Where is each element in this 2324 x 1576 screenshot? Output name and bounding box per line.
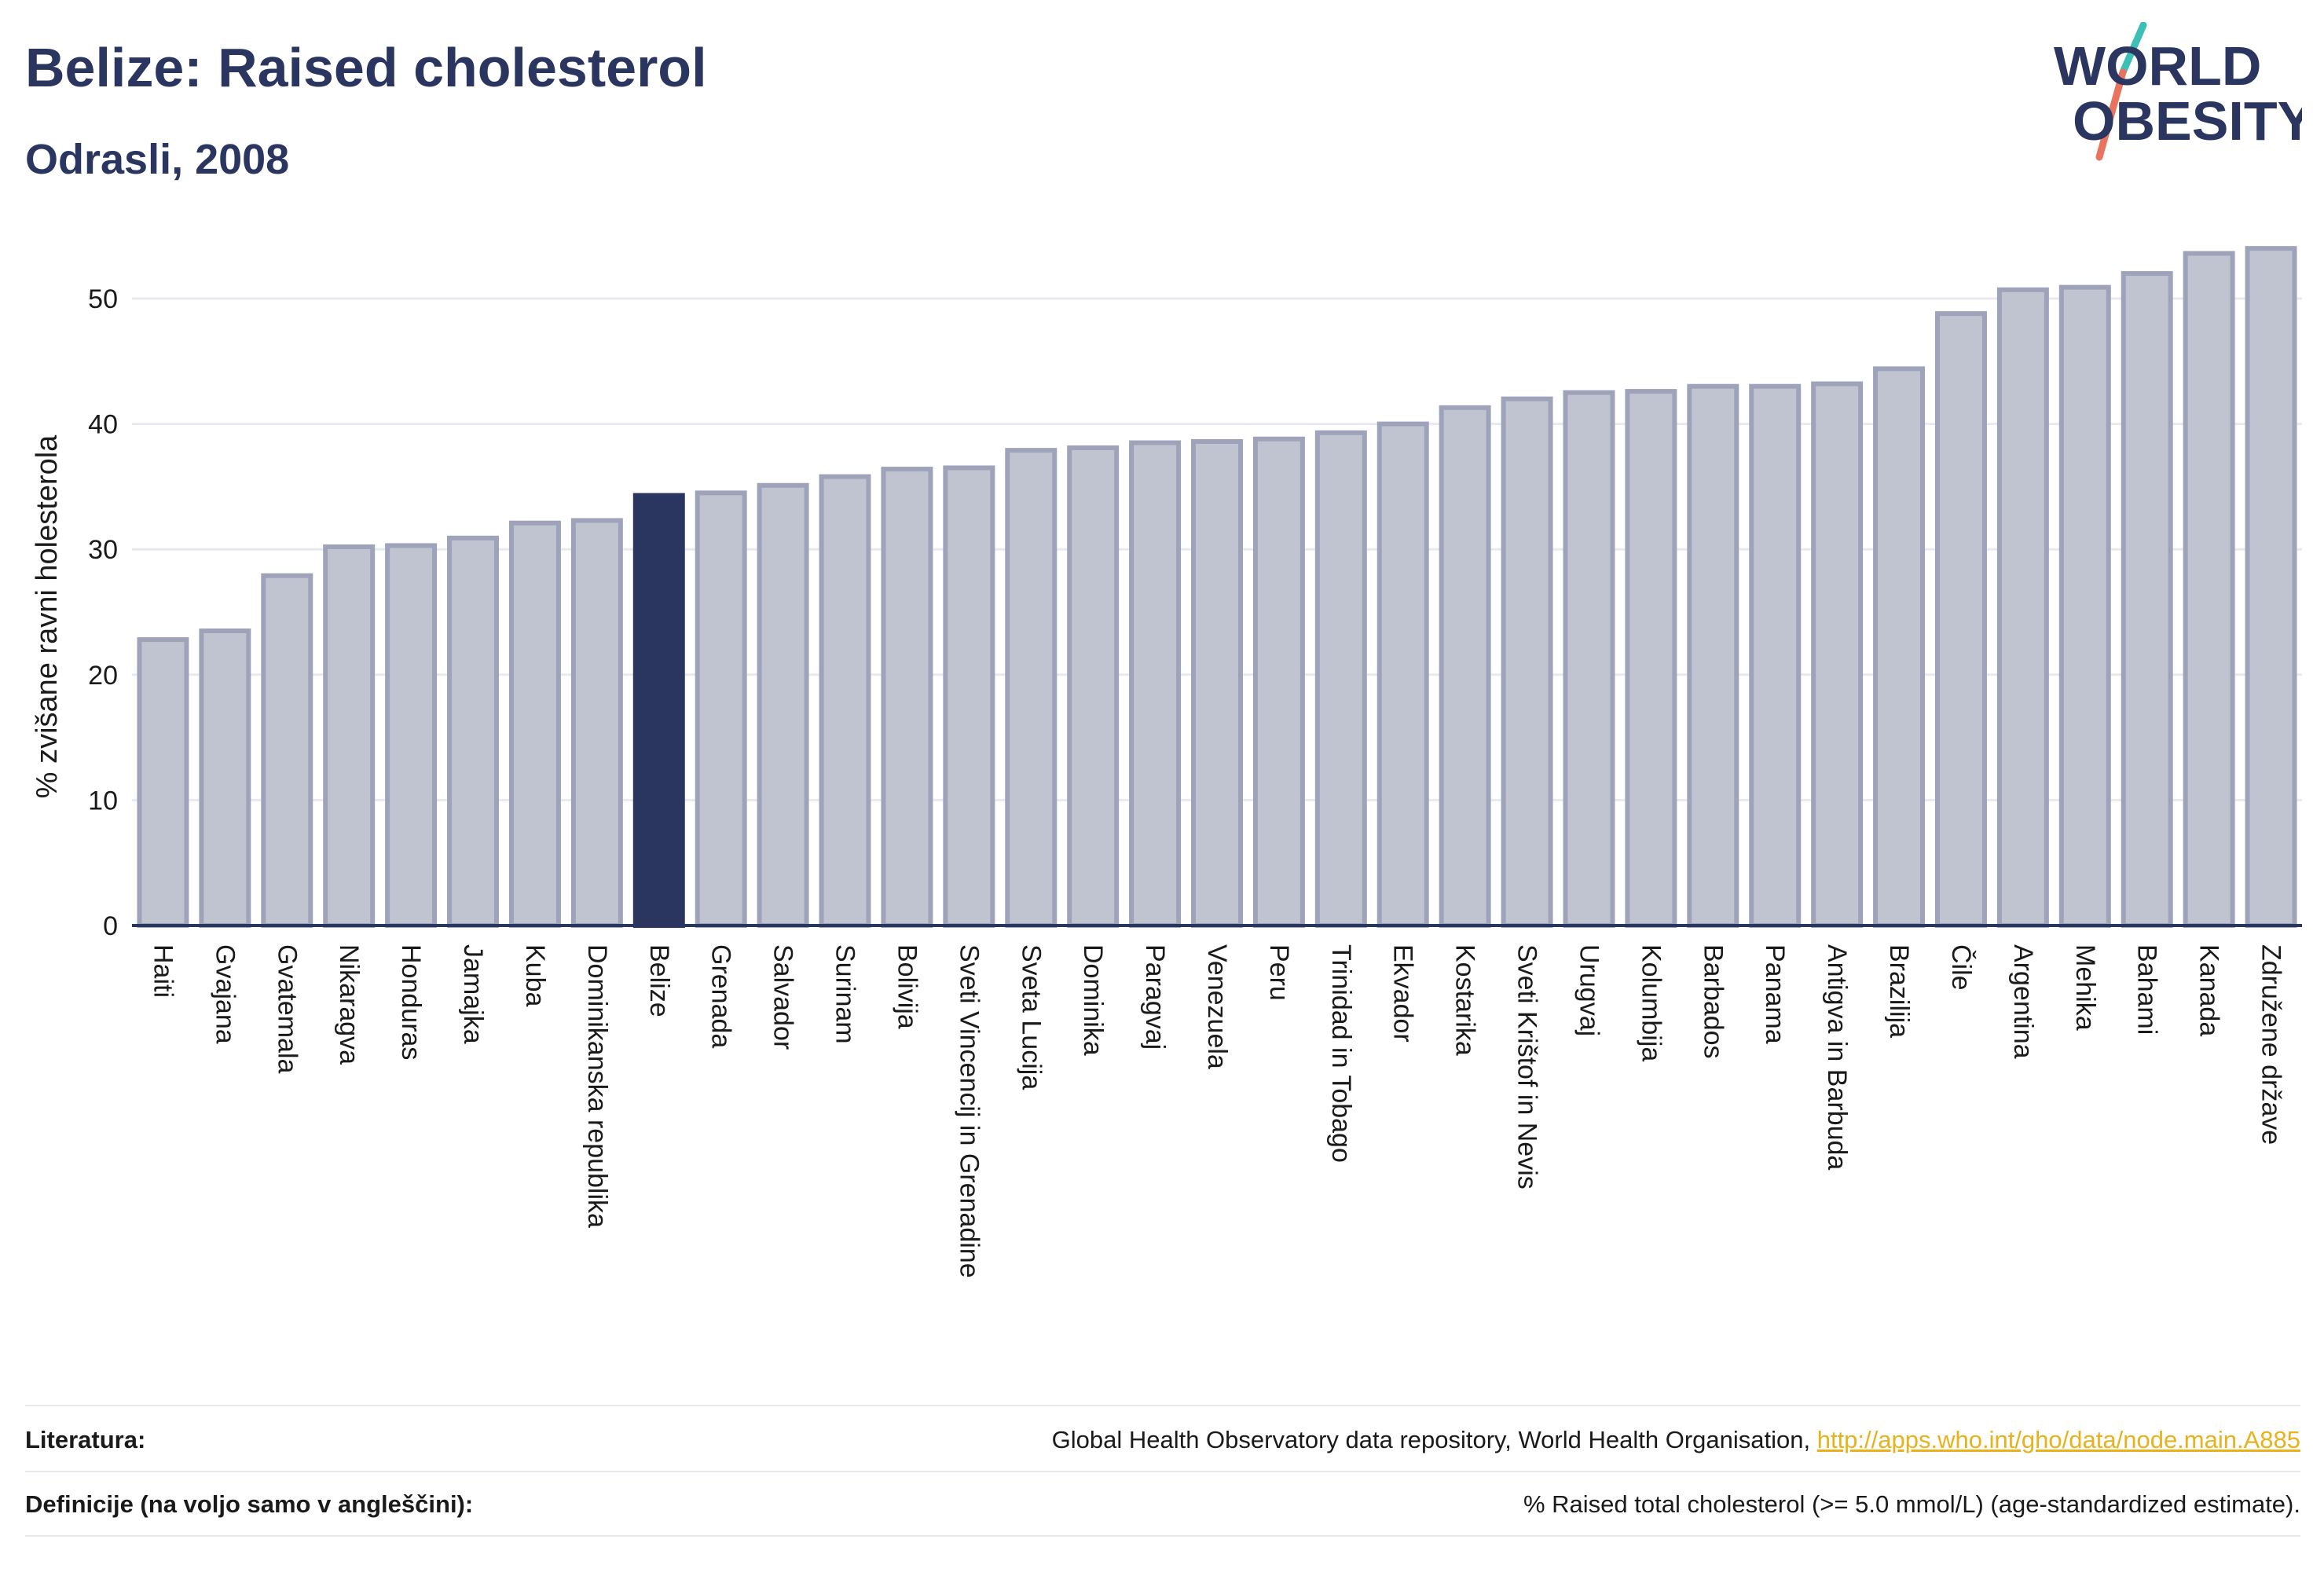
x-tick-label: Belize	[644, 944, 674, 1017]
x-tick-label: Dominikanska republika	[582, 944, 612, 1228]
bar-združene-države	[2245, 246, 2297, 929]
references-label: Literatura:	[25, 1426, 146, 1453]
y-tick-label: 40	[88, 410, 118, 440]
x-tick-label: Haiti	[148, 944, 178, 998]
bar-sveti-krištof-in-nevis	[1501, 396, 1553, 928]
bar-paragvaj	[1129, 440, 1182, 928]
y-tick-label: 0	[103, 911, 118, 941]
bar-mehika	[2058, 284, 2111, 928]
x-tick-label: Antigva in Barbuda	[1822, 944, 1852, 1170]
bar-panama	[1749, 383, 1802, 929]
y-tick-label: 10	[88, 786, 118, 815]
bar-argentina	[1996, 287, 2049, 928]
x-tick-label: Sveta Lucija	[1016, 944, 1046, 1090]
x-tick-label: Jamajka	[458, 944, 488, 1044]
x-tick-label: Trinidad in Tobago	[1326, 944, 1356, 1163]
world-obesity-logo[interactable]: WORLD OBESITY	[2035, 22, 2302, 163]
bar-sveta-lucija	[1005, 448, 1058, 928]
bar-peru	[1252, 436, 1305, 928]
x-tick-label: Bahami	[2132, 944, 2162, 1035]
references-value: Global Health Observatory data repositor…	[1052, 1426, 2300, 1454]
bar-antigva-in-barbuda	[1811, 381, 1864, 928]
y-axis-label: % zvišane ravni holesterola	[31, 434, 64, 798]
x-tick-label: Peru	[1264, 944, 1294, 1001]
bar-bolivija	[881, 467, 933, 928]
chart-title: Belize: Raised cholesterol	[25, 37, 707, 98]
x-tick-label: Honduras	[396, 944, 426, 1060]
y-tick-label: 50	[88, 284, 118, 314]
x-tick-label: Ekvador	[1388, 944, 1418, 1043]
bar-surinam	[819, 474, 871, 928]
bar-kanada	[2183, 251, 2235, 928]
x-tick-label: Argentina	[2008, 944, 2038, 1059]
x-tick-label: Paragvaj	[1140, 944, 1170, 1050]
footer-divider	[25, 1405, 2300, 1406]
x-tick-label: Sveti Krištof in Nevis	[1512, 944, 1542, 1189]
x-tick-label: Kanada	[2194, 944, 2224, 1036]
chart-subtitle: Odrasli, 2008	[25, 136, 290, 183]
bar-urugvaj	[1563, 390, 1615, 928]
x-tick-label: Brazilija	[1884, 944, 1914, 1038]
x-tick-label: Gvatemala	[272, 944, 302, 1073]
x-tick-label: Barbados	[1698, 944, 1728, 1059]
x-tick-label: Panama	[1760, 944, 1790, 1044]
bar-sveti-vincencij-in-grenadine	[943, 465, 995, 928]
definitions-row: Definicije (na voljo samo v angleščini):…	[25, 1472, 2300, 1537]
bar-jamajka	[447, 535, 500, 928]
x-tick-label: Surinam	[830, 944, 860, 1044]
bar-dominika	[1067, 445, 1120, 928]
logo-text-obesity: OBESITY	[2073, 90, 2302, 152]
x-tick-label: Mehika	[2070, 944, 2100, 1031]
bar-gvajana	[199, 628, 251, 928]
bar-honduras	[385, 543, 438, 928]
x-tick-label: Grenada	[706, 944, 736, 1048]
bar-trinidad-in-tobago	[1314, 430, 1367, 928]
definitions-text: % Raised total cholesterol (>= 5.0 mmol/…	[1523, 1490, 2300, 1518]
x-tick-label: Združene države	[2256, 944, 2286, 1145]
bar-kolumbija	[1625, 389, 1677, 928]
x-tick-label: Bolivija	[892, 944, 922, 1029]
x-tick-label: Venezuela	[1202, 944, 1232, 1069]
x-tick-label: Dominika	[1078, 944, 1108, 1056]
footer-divider	[25, 1535, 2300, 1537]
logo-text-world: WORLD	[2054, 35, 2261, 97]
bar-chart: 0 10 20 30 40 50 % zvišane ravni holesterola Ha…	[31, 246, 2302, 1278]
x-tick-label: Čile	[1946, 944, 1976, 991]
x-tick-label: Gvajana	[210, 944, 240, 1044]
footer-divider	[25, 1471, 2300, 1472]
bar-ekvador	[1376, 421, 1429, 928]
bar-kostarika	[1439, 405, 1491, 928]
references-link[interactable]: http://apps.who.int/gho/data/node.main.A…	[1816, 1426, 2300, 1453]
references-row: Literatura: Global Health Observatory da…	[25, 1408, 2300, 1472]
bar-haiti	[137, 637, 189, 928]
bar-bahami	[2121, 271, 2173, 928]
bar-belize	[632, 493, 685, 928]
x-tick-label: Nikaragva	[334, 944, 364, 1065]
bar-venezuela	[1191, 438, 1243, 928]
bar-kuba	[508, 520, 561, 928]
y-tick-label: 30	[88, 535, 118, 565]
x-tick-label: Kostarika	[1450, 944, 1480, 1056]
x-tick-label: Salvador	[768, 944, 798, 1050]
references-text: Global Health Observatory data repositor…	[1051, 1426, 1811, 1453]
bar-barbados	[1687, 383, 1739, 929]
bar-dominikanska-republika	[570, 518, 623, 928]
bar-nikaragva	[323, 544, 376, 928]
bar-salvador	[757, 482, 809, 928]
bar-gvatemala	[261, 573, 313, 928]
x-tick-label: Sveti Vincencij in Grenadine	[954, 944, 984, 1278]
definitions-label: Definicije (na voljo samo v angleščini):	[25, 1490, 474, 1518]
x-tick-label: Kuba	[520, 944, 550, 1006]
y-tick-label: 20	[88, 661, 118, 691]
bar-čile	[1934, 311, 1987, 929]
bar-brazilija	[1873, 366, 1926, 929]
bar-grenada	[695, 490, 747, 928]
x-tick-label: Kolumbija	[1636, 944, 1666, 1061]
x-tick-label: Urugvaj	[1574, 944, 1604, 1036]
